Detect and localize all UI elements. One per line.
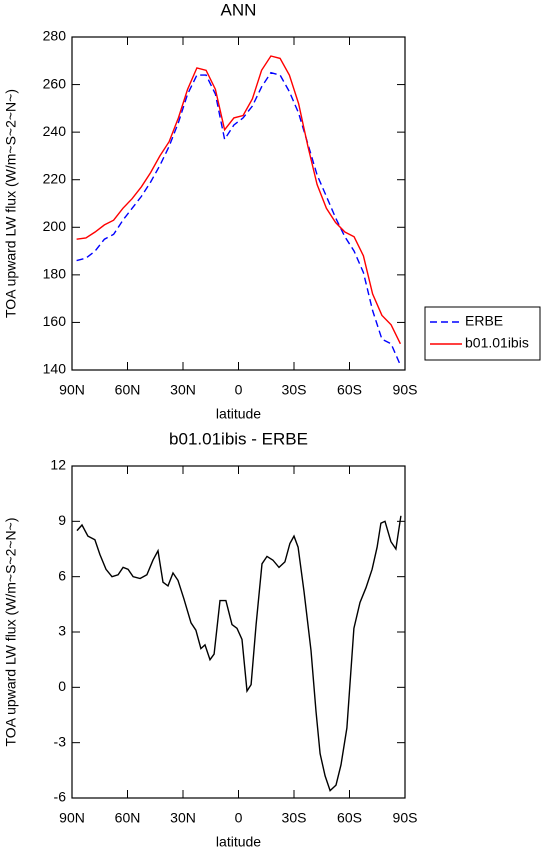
y-tick-label: 240 — [43, 123, 67, 139]
x-tick-label: 60S — [337, 382, 362, 398]
data-line — [76, 515, 402, 792]
y-tick-label: 3 — [58, 623, 66, 639]
y-tick-label: -6 — [54, 789, 67, 805]
y-tick-label: 6 — [58, 567, 66, 583]
data-line — [76, 55, 402, 345]
plot-frame — [71, 465, 406, 799]
y-tick-label: 280 — [43, 28, 67, 44]
y-tick-label: 9 — [58, 512, 66, 528]
x-tick-label: 60S — [337, 810, 362, 826]
x-tick-label: 60N — [115, 382, 141, 398]
x-tick-label: 30S — [282, 382, 307, 398]
y-tick-label: 0 — [58, 678, 66, 694]
y-tick-label: 220 — [43, 170, 67, 186]
y-axis-label: TOA upward LW flux (W/m~S~2~N~) — [3, 89, 19, 318]
y-tick-label: 140 — [43, 361, 67, 377]
x-tick-label: 90N — [59, 382, 85, 398]
x-tick-label: 90S — [393, 382, 418, 398]
plot-frame — [71, 36, 406, 371]
data-line — [76, 71, 402, 366]
x-tick-label: 30N — [170, 810, 196, 826]
legend-label: ERBE — [465, 313, 503, 329]
y-tick-label: 180 — [43, 266, 67, 282]
x-tick-label: 60N — [115, 810, 141, 826]
x-axis-label: latitude — [216, 834, 261, 850]
x-tick-label: 90S — [393, 810, 418, 826]
x-tick-label: 30S — [282, 810, 307, 826]
legend-box — [424, 306, 541, 361]
y-tick-label: 160 — [43, 313, 67, 329]
y-tick-label: -3 — [54, 733, 67, 749]
legend-label: b01.01ibis — [465, 335, 529, 351]
x-tick-label: 0 — [235, 810, 243, 826]
x-axis-label: latitude — [216, 406, 261, 422]
x-tick-label: 90N — [59, 810, 85, 826]
y-tick-label: 12 — [50, 457, 66, 473]
chart-title: ANN — [221, 0, 257, 19]
chart-title: b01.01ibis - ERBE — [169, 429, 308, 448]
y-axis-label: TOA upward LW flux (W/m~S~2~N~) — [3, 517, 19, 746]
y-tick-label: 260 — [43, 75, 67, 91]
x-tick-label: 30N — [170, 382, 196, 398]
x-tick-label: 0 — [235, 382, 243, 398]
y-tick-label: 200 — [43, 218, 67, 234]
